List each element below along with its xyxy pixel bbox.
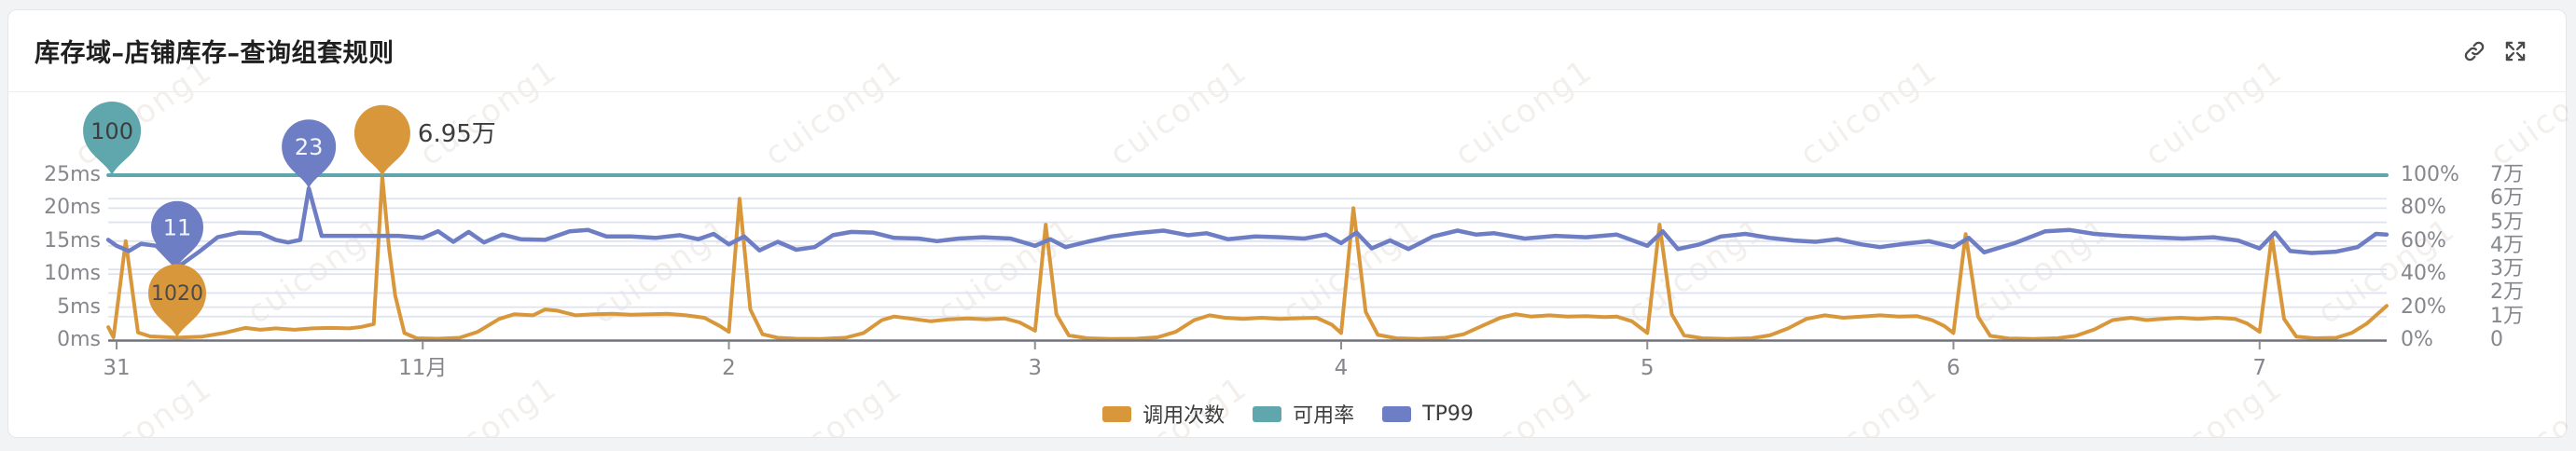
marker-pin-max[interactable] (83, 101, 142, 175)
legend: 调用次数 可用率 TP99 (0, 399, 2576, 429)
legend-label: TP99 (1422, 402, 1474, 426)
legend-swatch (1382, 405, 1412, 422)
page-title: 库存域–店铺库存–查询组套规则 (35, 39, 395, 68)
card-header: 库存域–店铺库存–查询组套规则 (8, 10, 2566, 92)
fullscreen-icon[interactable] (2502, 38, 2528, 64)
marker-label: 1020 (151, 282, 203, 306)
legend-label: 调用次数 (1143, 404, 1226, 428)
legend-item-3[interactable]: TP99 (1382, 403, 1474, 426)
marker-pin-max[interactable] (353, 104, 410, 177)
marker-pin-max[interactable] (282, 119, 337, 189)
marker-pin-min[interactable] (150, 200, 203, 268)
legend-item-2[interactable]: 可用率 (1253, 399, 1354, 429)
legend-item-1[interactable]: 调用次数 (1102, 399, 1225, 429)
chart-card (7, 9, 2567, 438)
series-line (105, 185, 2389, 270)
link-icon[interactable] (2461, 38, 2487, 64)
marker-label: 100 (90, 118, 133, 144)
marker-label: 23 (295, 134, 324, 160)
legend-swatch (1253, 405, 1282, 422)
legend-swatch (1102, 405, 1132, 422)
marker-label: 11 (163, 215, 192, 241)
marker-label: 6.95万 (418, 120, 496, 148)
marker-pin-min[interactable] (147, 264, 206, 338)
series-line (106, 174, 2389, 341)
header-icons (2461, 10, 2528, 91)
legend-label: 可用率 (1293, 404, 1355, 428)
